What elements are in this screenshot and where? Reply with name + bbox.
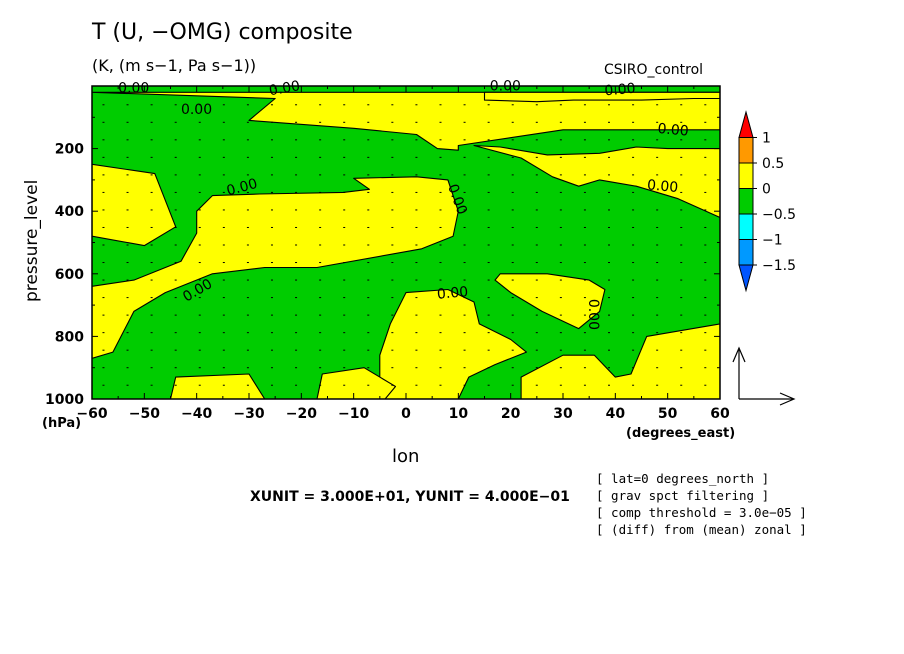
x-tick-label: −10 (338, 406, 369, 422)
x-tick-label: −40 (181, 406, 212, 422)
x-tick-label: 20 (501, 406, 521, 422)
colorbar-segment (738, 264, 754, 293)
colorbar-segment (738, 239, 754, 266)
x-tick-label: 60 (710, 406, 730, 422)
x-axis-unit: (degrees_east) (626, 426, 736, 441)
y-axis-unit: (hPa) (42, 416, 82, 431)
x-tick-label: 0 (401, 406, 411, 422)
contour-region-positive (494, 273, 606, 330)
colorbar-segment (738, 188, 754, 215)
vector-scale-text: XUNIT = 3.000E+01, YUNIT = 4.000E−01 (250, 489, 570, 505)
contour-label: 0.00 (268, 78, 301, 99)
dataset-name: CSIRO_control (604, 62, 704, 78)
chart-title: T (U, −OMG) composite (92, 20, 353, 45)
y-axis: 200 400 600 800 1000 (45, 116, 720, 408)
contour-region-positive (379, 288, 527, 399)
y-tick-label: 1000 (45, 392, 84, 408)
x-tick-label: 50 (658, 406, 678, 422)
contour-region-positive (92, 91, 720, 151)
wind-vectors (102, 104, 707, 386)
colorbar: 1 0.5 0 −0.5 −1 −1.5 (738, 110, 796, 293)
note-line: [ grav spct filtering ] (596, 488, 770, 503)
y-axis-label: pressure_level (22, 179, 42, 302)
x-tick-label: 30 (553, 406, 573, 422)
contour-label: 0.00 (181, 102, 212, 118)
contour-region-positive (316, 367, 397, 399)
contour-regions (92, 91, 720, 399)
colorbar-label: −1.5 (762, 258, 796, 274)
colorbar-label: 1 (762, 131, 771, 147)
y-tick-label: 200 (55, 142, 84, 158)
x-tick-label: 40 (606, 406, 626, 422)
y-tick-label: 400 (55, 204, 84, 220)
x-axis: −60 −50 −40 −30 −20 −10 0 10 20 30 40 50 60 (76, 86, 730, 422)
colorbar-label: −0.5 (762, 207, 796, 223)
annotation-notes: [ lat=0 degrees_north ] [ grav spct filt… (596, 470, 807, 538)
x-tick-label: −60 (76, 406, 107, 422)
contour-label: 0.00 (585, 299, 601, 330)
y-tick-label: 800 (55, 329, 84, 345)
note-line: [ comp threshold = 3.0e−05 ] (596, 505, 807, 520)
contour-label: 0.00 (657, 121, 689, 140)
contour-label: 0.00 (436, 284, 468, 303)
contour-region-positive (92, 176, 459, 359)
contour-label: 0.00 (604, 81, 636, 100)
x-tick-label: −50 (129, 406, 160, 422)
contour-region-positive (520, 323, 720, 399)
x-tick-label: −20 (286, 406, 317, 422)
contour-label: 0.00 (225, 176, 259, 200)
contour-region-positive (483, 91, 720, 103)
y-tick-label: 600 (55, 267, 84, 283)
note-line: [ (diff) from (mean) zonal ] (596, 522, 807, 537)
contour-label: 0.00 (646, 177, 678, 196)
note-line: [ lat=0 degrees_north ] (596, 471, 770, 486)
x-tick-label: 10 (449, 406, 469, 422)
chart-units: (K, (m s−1, Pa s−1)) (92, 56, 257, 75)
contour-label: 0.00 (118, 80, 149, 96)
colorbar-segment (738, 162, 754, 189)
contour-region-positive (473, 144, 720, 219)
colorbar-label: −1 (762, 233, 783, 249)
x-axis-label: lon (392, 446, 420, 467)
reference-vector-icon (732, 346, 796, 406)
contour-region-positive (92, 163, 177, 247)
colorbar-label: 0.5 (762, 156, 784, 172)
x-tick-label: −30 (233, 406, 264, 422)
contour-region-positive (169, 373, 266, 399)
colorbar-label: 0 (762, 182, 771, 198)
colorbar-segment (738, 137, 754, 164)
colorbar-segment (738, 213, 754, 240)
colorbar-segment (738, 110, 754, 138)
